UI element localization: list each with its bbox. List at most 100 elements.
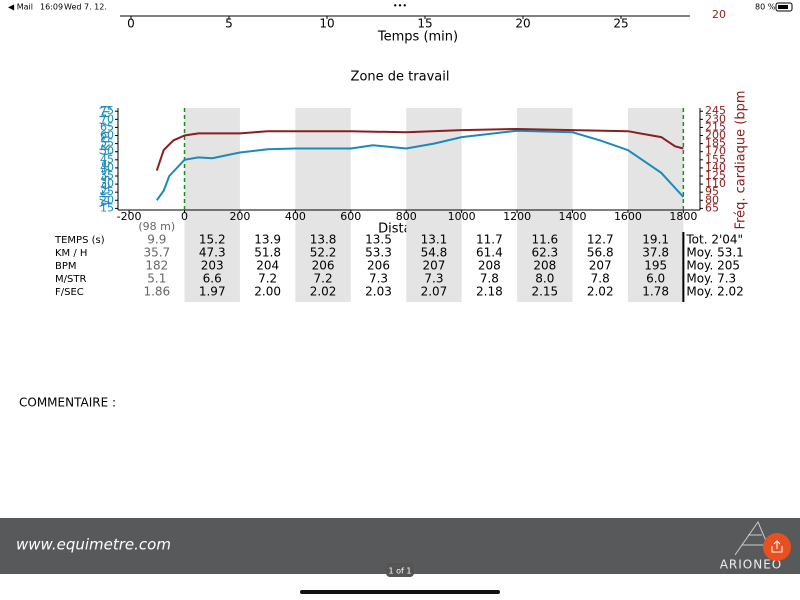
multitask-dots[interactable]: ••• [393,2,407,11]
y-tick-label: 60 [100,129,114,142]
table-cell: 208 [478,259,501,273]
row-label: F/SEC [55,287,84,298]
table-cell: 13.8 [310,233,337,247]
y-tick-label: 55 [100,137,114,150]
table-cell: 206 [367,259,390,273]
table-cell: 195 [644,259,667,273]
time: 16:09 [40,3,63,12]
table-cell: 62.3 [531,246,558,260]
table-cell: 9.9 [147,233,166,247]
status-bar: ◀ Mail 16:09 Wed 7. 12. ••• 80 % [8,2,793,12]
table-cell: 207 [589,259,612,273]
table-cell: 61.4 [476,246,503,260]
table-cell: 11.7 [476,233,503,247]
y2-tick-label: 95 [705,185,719,198]
table-cell: 6.0 [646,272,665,286]
table-cell: 52.2 [310,246,337,260]
table-cell: 2.02 [310,285,337,299]
x-tick-label: 0 [181,210,188,223]
y-tick-label: 70 [100,112,114,125]
table-cell: 6.6 [203,272,222,286]
footer-site[interactable]: www.equimetre.com [16,536,171,554]
table-cell: 35.7 [143,246,170,260]
segment-band [295,108,351,302]
table-cell: 204 [256,259,279,273]
x-tick-label: 1800 [669,210,697,223]
top-y2-tick-label: 20 [712,8,726,21]
y2-tick-label: 65 [705,201,719,214]
x-tick-label: 600 [340,210,361,223]
y2-tick-label: 245 [705,104,726,117]
top-x-tick-label: 15 [417,17,432,31]
table-cell: 7.2 [314,272,333,286]
row-label: BPM [55,261,77,272]
table-cell: 182 [145,259,168,273]
table-cell: 7.8 [591,272,610,286]
table-cell: 2.18 [476,285,503,299]
x-tick-label: -200 [117,210,142,223]
x-tick-label: 1400 [559,210,587,223]
top-x-axis-label: Temps (min) [377,30,458,45]
top-x-tick-label: 25 [613,17,628,31]
y2-tick-label: 185 [705,137,726,150]
segment-band [627,108,684,302]
y2-tick-label: 215 [705,120,726,133]
top-x-tick-label: 5 [225,17,233,31]
table-cell: 1.78 [642,285,669,299]
table-cell: 51.8 [254,246,281,260]
battery-fill [778,5,788,9]
page-indicator: 1 of 1 [389,567,412,576]
y2-tick-label: 110 [705,177,726,190]
table-header: (98 m) [138,220,175,233]
table-cell: 11.6 [531,233,558,247]
x-tick-label: 1200 [503,210,531,223]
battery-icon [775,2,793,12]
segment-band [517,108,573,302]
y-tick-label: 65 [100,120,114,133]
x-tick-label: 200 [229,210,250,223]
x-tick-label: 1600 [614,210,642,223]
top-x-tick-label: 20 [515,17,530,31]
y-tick-label: 15 [100,201,114,214]
table-cell: 53.3 [365,246,392,260]
table-cell: 13.9 [254,233,281,247]
home-indicator[interactable] [300,590,500,594]
table-cell: 1.97 [199,285,226,299]
table-cell: 5.1 [147,272,166,286]
y2-axis-label: Fréq. cardiaque (bpm [734,90,749,229]
summary-cell: Tot. 2'04" [685,233,743,247]
table-cell: 13.5 [365,233,392,247]
summary-cell: Moy. 53.1 [686,246,743,260]
table-cell: 47.3 [199,246,226,260]
table-cell: 2.02 [587,285,614,299]
table-cell: 12.7 [587,233,614,247]
date: Wed 7. 12. [64,3,107,12]
table-cell: 7.3 [424,272,443,286]
table-cell: 15.2 [199,233,226,247]
y-tick-label: 45 [100,153,114,166]
y2-tick-label: 140 [705,161,726,174]
y-tick-label: 20 [100,193,114,206]
summary-cell: Moy. 7.3 [686,272,736,286]
row-label: M/STR [55,274,86,285]
segment-band [406,108,462,302]
series-line [155,127,684,171]
comment-label: COMMENTAIRE : [19,396,116,410]
back-link[interactable]: ◀ Mail [8,3,33,12]
y-tick-label: 25 [100,185,114,198]
table-cell: 203 [201,259,224,273]
x-tick-label: 1000 [448,210,476,223]
y2-tick-label: 230 [705,112,726,125]
segment-band [184,108,240,302]
table-cell: 7.2 [258,272,277,286]
x-tick-label: 800 [396,210,417,223]
top-x-tick-label: 0 [127,17,135,31]
table-cell: 2.00 [254,285,281,299]
table-cell: 7.3 [369,272,388,286]
table-cell: 13.1 [421,233,448,247]
y-tick-label: 75 [100,104,114,117]
table-cell: 37.8 [642,246,669,260]
share-icon [771,540,783,553]
table-cell: 56.8 [587,246,614,260]
y2-tick-label: 125 [705,169,726,182]
